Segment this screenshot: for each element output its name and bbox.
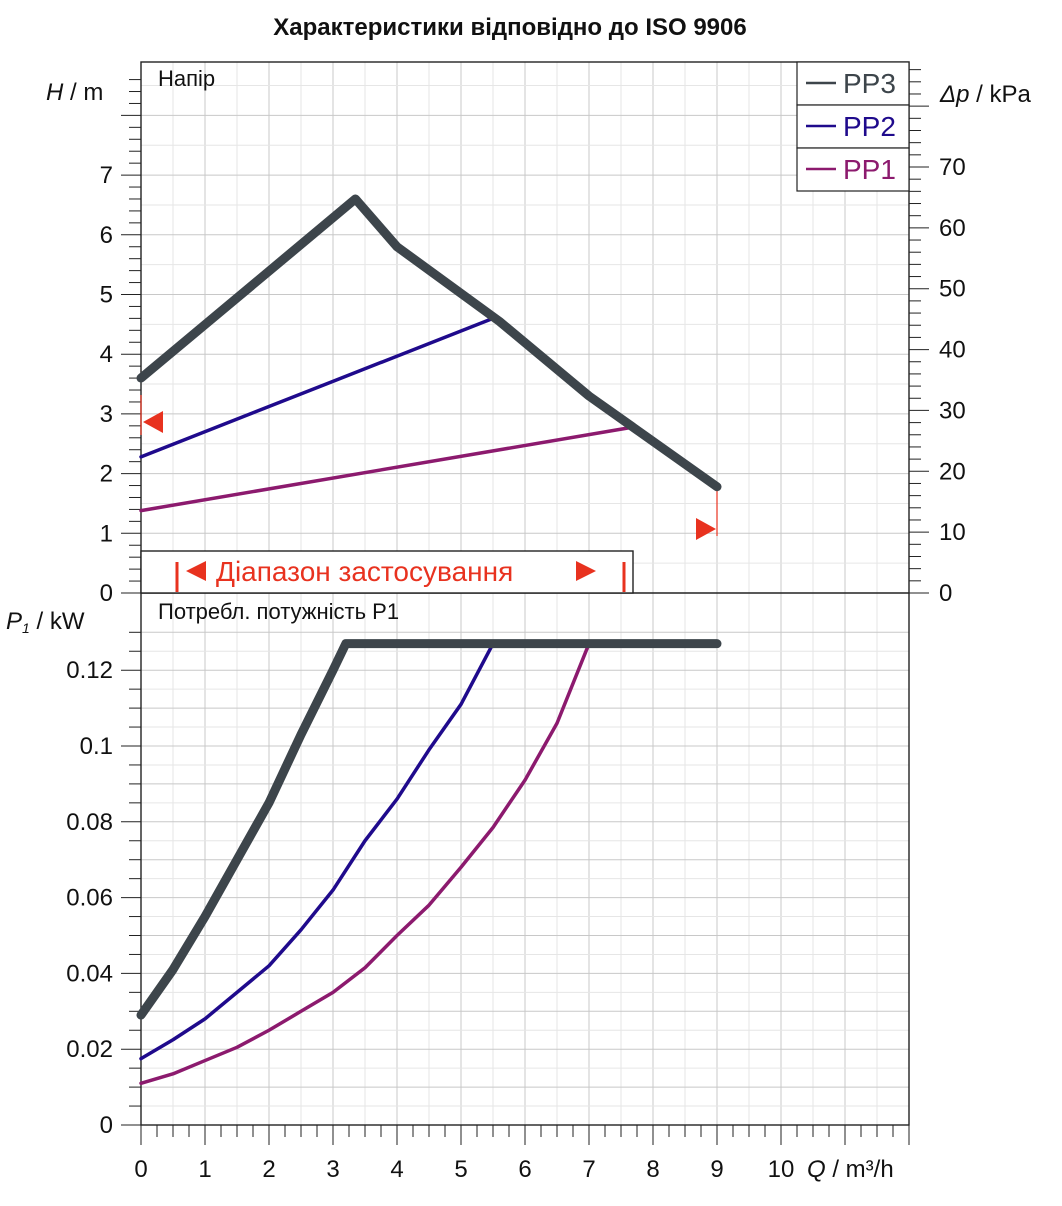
legend-label-pp3: PP3	[843, 68, 896, 99]
x-tick-label: 6	[518, 1156, 531, 1183]
min-operating-marker-icon	[143, 411, 163, 433]
x-tick-label: 3	[326, 1156, 339, 1183]
head-panel-label: Напір	[158, 66, 215, 91]
power-series-pp3	[136, 639, 722, 1020]
pressure-tick-label: 20	[939, 458, 966, 485]
power-series-pp2	[139, 641, 495, 1061]
pressure-tick-label: 60	[939, 215, 966, 242]
application-range-label: Діапазон застосування	[216, 556, 513, 587]
x-axis-label: Q / m³/h	[807, 1156, 894, 1183]
power-series-pp1	[139, 641, 591, 1086]
power-tick-label: 0	[100, 1112, 113, 1139]
head-tick-label: 1	[100, 520, 113, 547]
pressure-tick-label: 10	[939, 519, 966, 546]
x-tick-label: 5	[454, 1156, 467, 1183]
head-y-axis-label: H / m	[46, 79, 103, 106]
x-tick-label: 4	[390, 1156, 403, 1183]
power-tick-label: 0.02	[66, 1036, 113, 1063]
x-tick-label: 0	[134, 1156, 147, 1183]
legend: PP3 PP2 PP1	[796, 61, 910, 192]
head-tick-label: 4	[100, 341, 113, 368]
power-tick-label: 0.08	[66, 809, 113, 836]
range-right-arrow-icon	[576, 561, 596, 581]
power-panel-label: Потребл. потужність P1	[158, 599, 399, 624]
power-tick-label: 0.1	[80, 733, 113, 760]
head-tick-label: 7	[100, 162, 113, 189]
power-y-axis-label: P1 / kW	[6, 608, 85, 636]
pressure-tick-label: 40	[939, 337, 966, 364]
head-series-pp1	[139, 425, 636, 513]
power-tick-label: 0.12	[66, 657, 113, 684]
head-tick-label: 5	[100, 282, 113, 309]
pressure-tick-label: 0	[939, 580, 952, 607]
pressure-y2-axis-label: Δp / kPa	[939, 81, 1031, 108]
head-tick-label: 2	[100, 461, 113, 488]
x-tick-label: 1	[198, 1156, 211, 1183]
x-tick-label: 7	[582, 1156, 595, 1183]
power-tick-label: 0.04	[66, 960, 113, 987]
head-series-pp2	[139, 316, 495, 459]
pressure-tick-label: 30	[939, 397, 966, 424]
x-tick-label: 10	[768, 1156, 795, 1183]
head-tick-label: 6	[100, 222, 113, 249]
application-range-box	[140, 550, 634, 594]
head-tick-label: 0	[100, 580, 113, 607]
application-range: Діапазон застосування	[140, 550, 634, 594]
x-tick-label: 9	[710, 1156, 723, 1183]
legend-label-pp2: PP2	[843, 111, 896, 142]
range-left-arrow-icon	[186, 561, 206, 581]
legend-label-pp1: PP1	[843, 154, 896, 185]
chart-title: Характеристики відповідно до ISO 9906	[273, 14, 747, 41]
power-tick-label: 0.06	[66, 885, 113, 912]
x-tick-label: 2	[262, 1156, 275, 1183]
pressure-tick-label: 70	[939, 154, 966, 181]
series	[136, 194, 722, 1086]
pressure-tick-label: 50	[939, 276, 966, 303]
max-operating-marker-icon	[696, 518, 716, 540]
head-series-pp3	[136, 194, 722, 492]
head-tick-label: 3	[100, 401, 113, 428]
x-tick-label: 8	[646, 1156, 659, 1183]
